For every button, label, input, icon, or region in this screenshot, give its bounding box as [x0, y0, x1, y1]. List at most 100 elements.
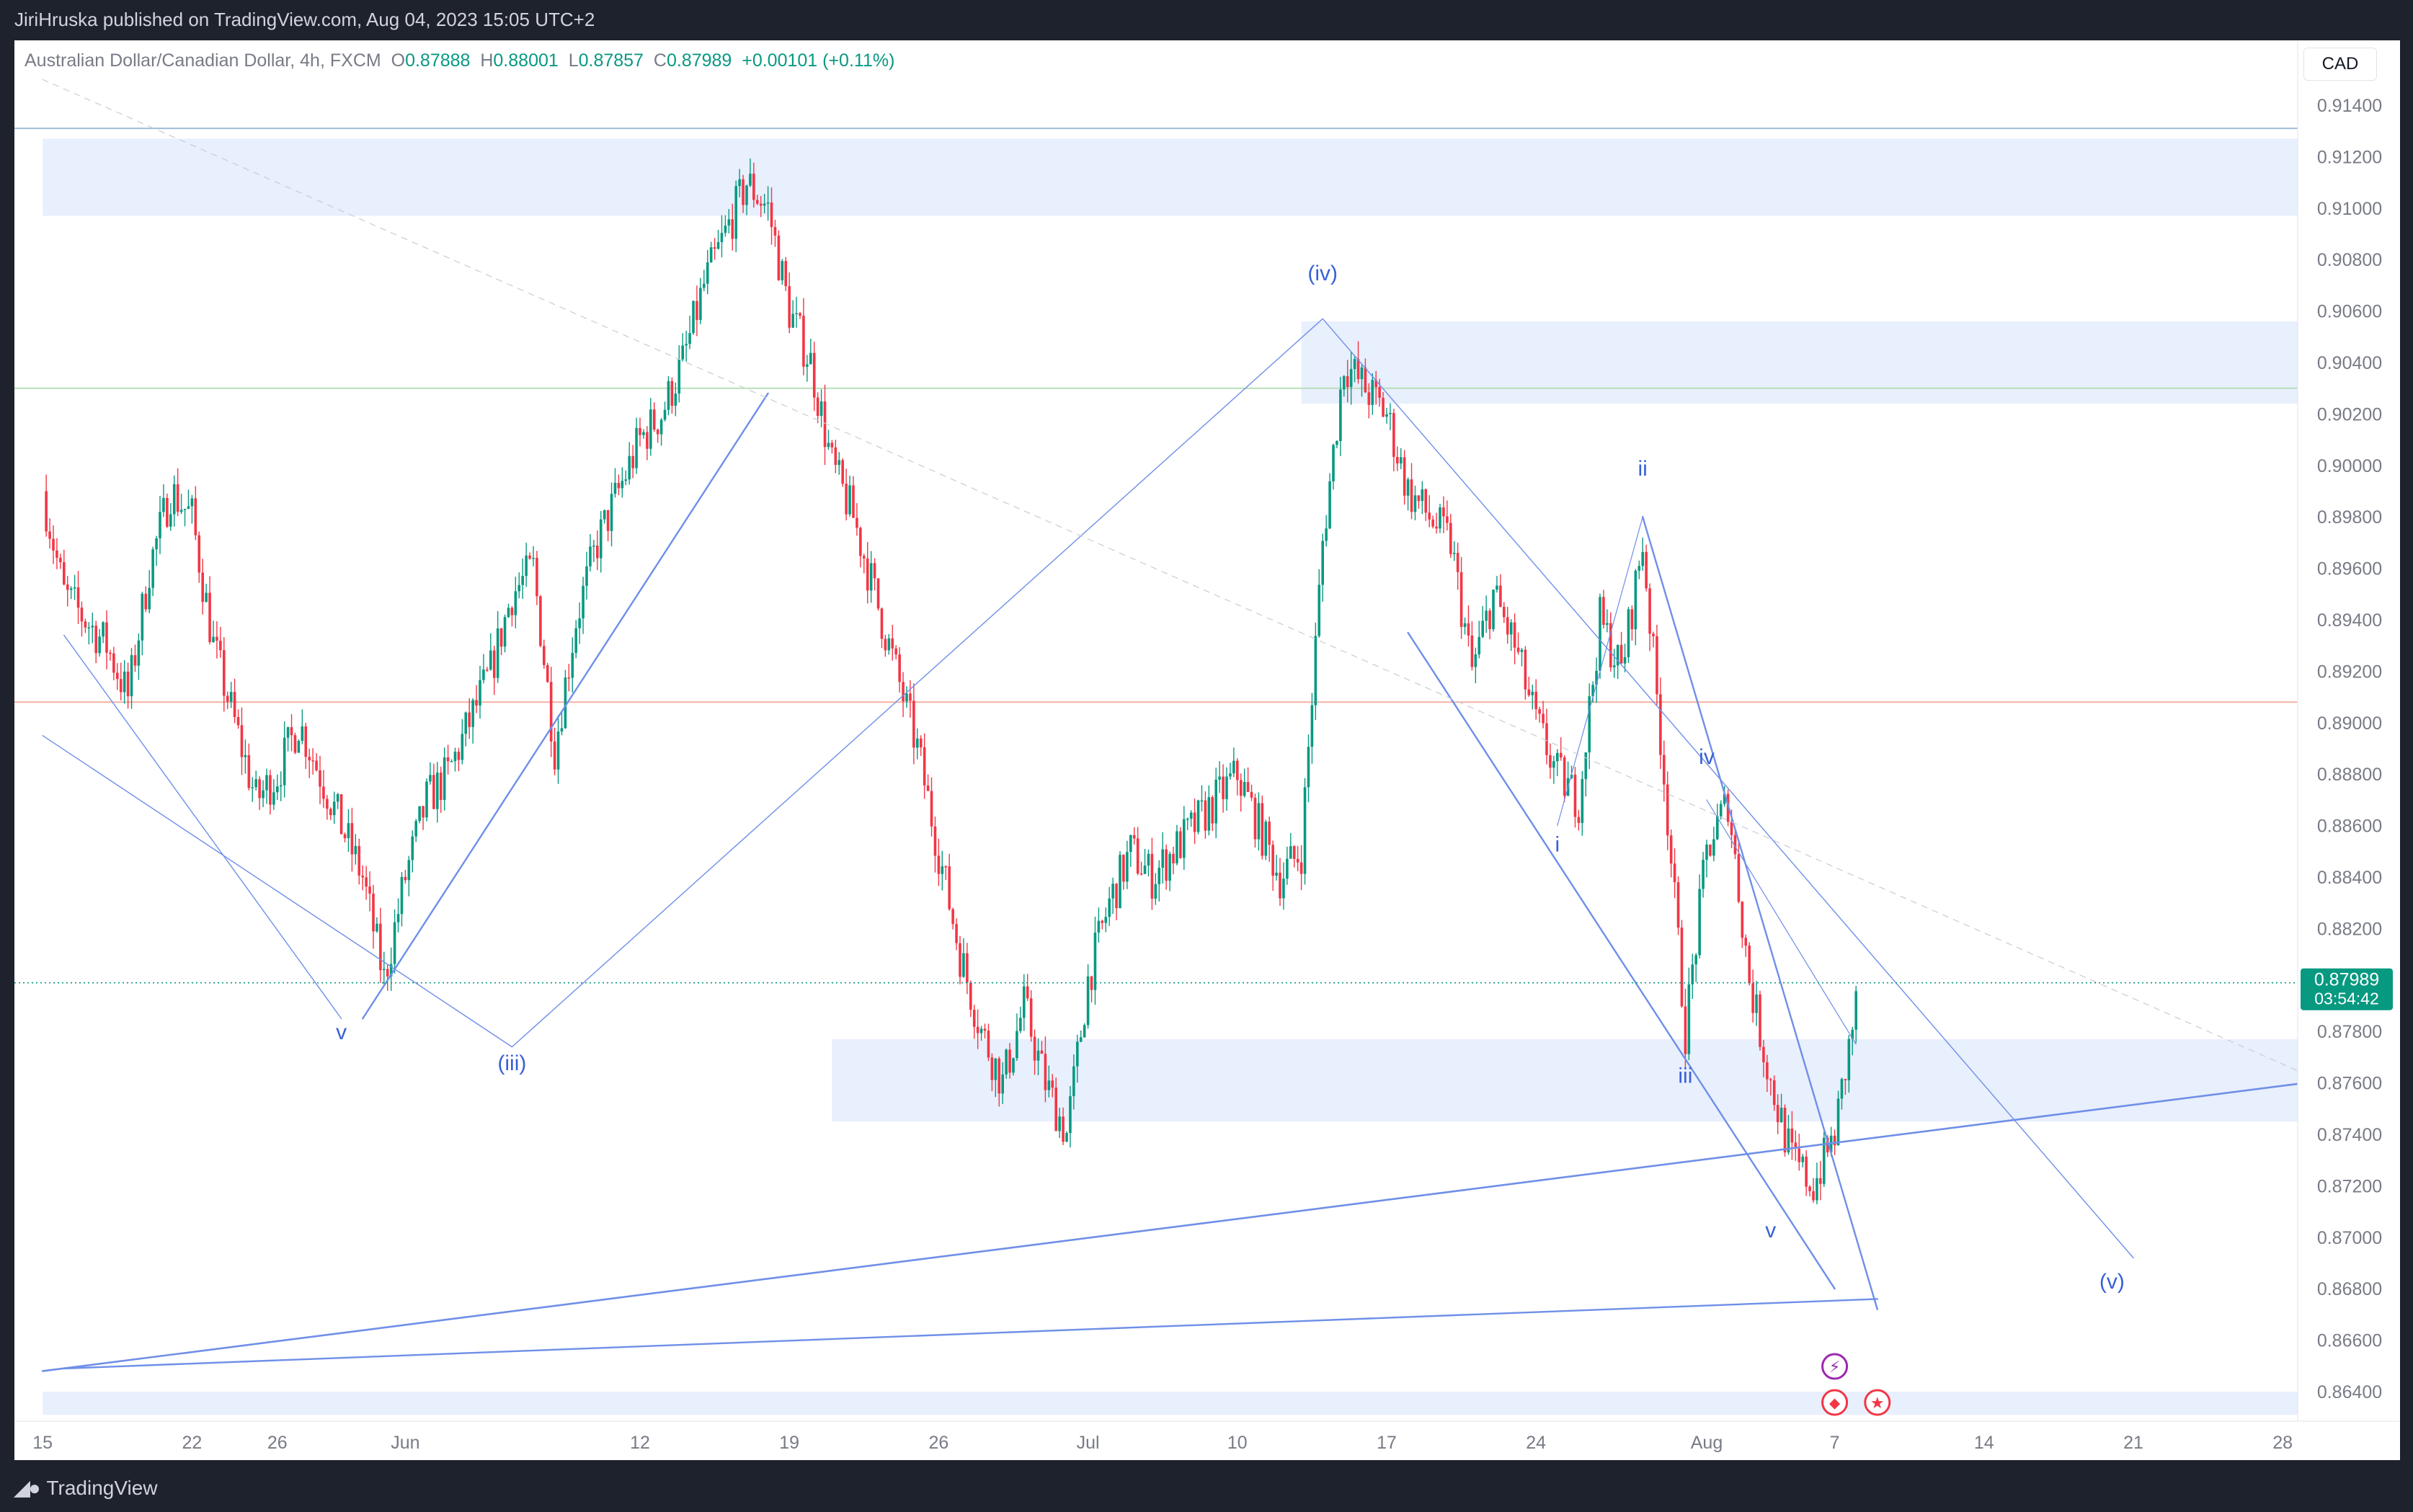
- y-axis-tick-label: 0.90800: [2317, 250, 2382, 270]
- candle-down: [1211, 797, 1214, 824]
- candle-down: [365, 877, 368, 887]
- candle-up: [414, 821, 417, 837]
- candle-up: [130, 655, 133, 697]
- candle-down: [631, 455, 634, 468]
- candle-down: [742, 179, 745, 205]
- y-axis-tick-label: 0.88200: [2317, 919, 2382, 939]
- candle-down: [510, 608, 514, 615]
- candle-up: [1556, 752, 1559, 762]
- candle-down: [326, 799, 329, 809]
- candle-down: [1563, 757, 1566, 796]
- candle-up: [766, 202, 770, 204]
- candle-down: [1029, 998, 1033, 1037]
- candle-up: [1005, 1049, 1008, 1075]
- candle-up: [244, 755, 247, 757]
- candle-up: [1307, 747, 1310, 788]
- candle-down: [208, 592, 211, 642]
- candle-down: [133, 655, 137, 666]
- australia-flag-icon[interactable]: [1864, 1389, 1891, 1416]
- candle-down: [290, 727, 293, 736]
- candle-up: [745, 185, 748, 205]
- candle-up: [1552, 761, 1555, 768]
- candle-down: [66, 584, 69, 590]
- candle-down: [777, 235, 781, 280]
- candle-up: [301, 726, 304, 741]
- candle-down: [951, 909, 954, 925]
- candle-up: [1126, 852, 1129, 882]
- candle-up: [332, 801, 336, 816]
- candle-down: [670, 381, 674, 406]
- wave-label: v: [1765, 1219, 1776, 1242]
- candle-down: [816, 397, 819, 417]
- candle-up: [1104, 917, 1108, 923]
- candle-up: [1079, 1037, 1083, 1042]
- candle-up: [869, 563, 873, 591]
- candle-down: [311, 760, 314, 762]
- candle-up: [1072, 1066, 1075, 1096]
- candle-down: [1008, 1049, 1011, 1073]
- candle-down: [1449, 522, 1452, 554]
- candle-up: [1719, 804, 1723, 817]
- candle-up: [1129, 835, 1132, 853]
- candle-down: [972, 1010, 976, 1027]
- demand-supply-zone: [43, 1392, 2298, 1415]
- candle-down: [492, 650, 496, 678]
- candle-down: [1179, 831, 1182, 858]
- y-axis-tick-label: 0.88400: [2317, 868, 2382, 888]
- candle-up: [396, 914, 400, 922]
- candle-down: [422, 806, 425, 818]
- candle-down: [48, 531, 51, 539]
- candle-up: [73, 587, 76, 589]
- candle-down: [1115, 884, 1118, 909]
- candle-down: [852, 485, 855, 518]
- candle-down: [379, 923, 382, 971]
- candle-up: [578, 618, 581, 628]
- candle-up: [87, 627, 91, 629]
- candle-down: [823, 401, 827, 448]
- candle-up: [183, 508, 187, 510]
- candle-up: [212, 636, 215, 642]
- lightning-icon[interactable]: [1821, 1353, 1849, 1380]
- x-axis-tick-label: 14: [1974, 1433, 1994, 1453]
- candle-down: [1503, 607, 1506, 618]
- close-label: C: [653, 50, 667, 71]
- candle-up: [887, 638, 891, 651]
- candle-down: [240, 725, 244, 757]
- candle-down: [1101, 920, 1104, 923]
- candle-up: [659, 419, 663, 435]
- candle-down: [197, 535, 201, 573]
- candle-down: [1748, 946, 1751, 984]
- currency-button[interactable]: CAD: [2303, 48, 2377, 81]
- candle-down: [553, 741, 556, 770]
- candle-up: [1154, 884, 1157, 899]
- candle-down: [1396, 457, 1399, 464]
- candle-up: [1787, 1128, 1790, 1153]
- candle-down: [1150, 853, 1154, 899]
- last-price-value: 0.87989: [2314, 970, 2379, 990]
- candle-up: [621, 481, 624, 489]
- wave-trend-line: [362, 392, 769, 1020]
- candle-down: [372, 893, 375, 932]
- symbol-interval: 4h: [300, 50, 320, 71]
- candle-up: [517, 584, 521, 592]
- candle-down: [894, 648, 897, 655]
- y-axis-tick-label: 0.89400: [2317, 610, 2382, 631]
- candle-up: [1086, 976, 1090, 1026]
- candle-down: [1659, 694, 1662, 755]
- candle-up: [1496, 585, 1498, 590]
- wave-label: ii: [1638, 457, 1648, 481]
- canada-flag-icon-glyph: ⬥: [1829, 1395, 1841, 1413]
- candle-up: [1257, 803, 1261, 840]
- candle-down: [1630, 609, 1634, 630]
- candle-up: [1599, 597, 1601, 671]
- candle-down: [1783, 1108, 1787, 1153]
- candle-down: [1246, 782, 1250, 792]
- candle-down: [1680, 928, 1684, 1007]
- candle-down: [549, 682, 553, 742]
- candle-up: [389, 964, 393, 977]
- candle-down: [773, 227, 777, 236]
- candle-down: [1253, 797, 1257, 840]
- canada-flag-icon[interactable]: [1821, 1389, 1849, 1416]
- candle-up: [624, 479, 628, 481]
